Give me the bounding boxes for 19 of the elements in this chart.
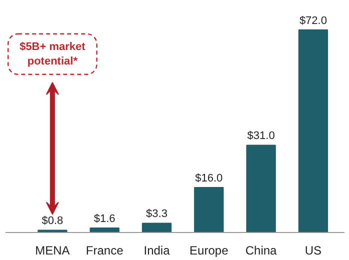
data-label: $1.6 bbox=[94, 212, 116, 225]
bar bbox=[246, 144, 276, 232]
x-tick-label: US bbox=[304, 244, 322, 258]
bar bbox=[90, 227, 120, 232]
bar bbox=[298, 29, 328, 232]
data-label: $16.0 bbox=[195, 172, 223, 184]
data-label: $72.0 bbox=[299, 14, 327, 27]
bar bbox=[38, 230, 68, 232]
x-tick-label: MENA bbox=[35, 244, 70, 258]
bar bbox=[194, 186, 224, 232]
x-tick-label: France bbox=[86, 244, 124, 258]
data-label: $31.0 bbox=[247, 130, 275, 142]
x-tick-label: India bbox=[144, 244, 170, 258]
annotation: $5B+ market potential* bbox=[20, 40, 86, 68]
data-label: $3.3 bbox=[146, 208, 168, 220]
bar bbox=[142, 222, 172, 232]
x-tick-label: Europe bbox=[190, 244, 229, 258]
x-tick-label: China bbox=[245, 244, 278, 258]
data-label: $0.8 bbox=[42, 215, 64, 228]
